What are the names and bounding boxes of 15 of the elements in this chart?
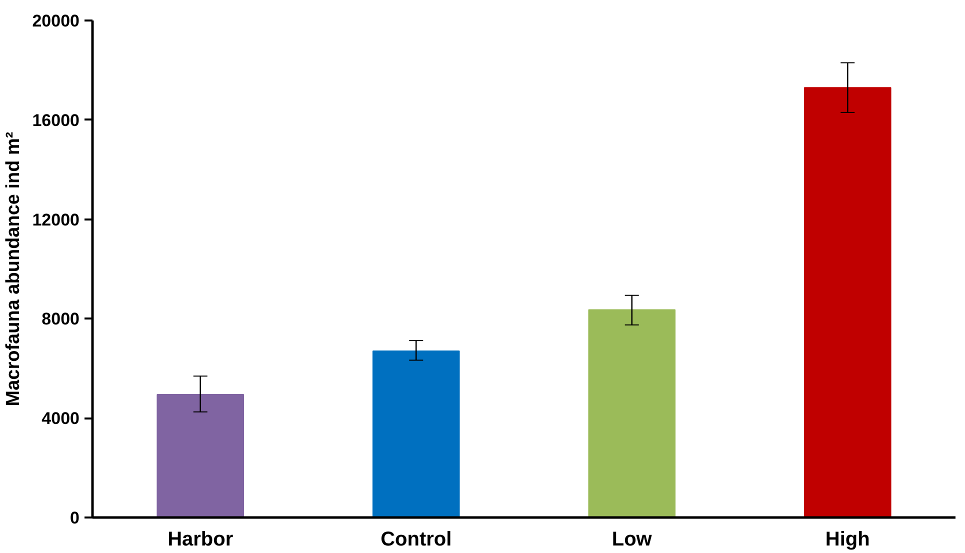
x-tick-label: High [825, 528, 870, 550]
y-tick-label: 4000 [42, 409, 80, 428]
y-tick-label: 20000 [32, 12, 80, 30]
bar [372, 350, 460, 518]
x-tick-label: Harbor [168, 528, 234, 550]
x-tick-label: Low [612, 528, 652, 550]
bar [804, 87, 892, 518]
y-tick-label: 16000 [32, 110, 80, 130]
bar [588, 309, 676, 518]
y-tick-label: 8000 [42, 310, 80, 329]
y-axis-title: Macrofauna abundance ind m² [3, 132, 24, 406]
bar [156, 394, 244, 518]
y-tick-label: 0 [70, 508, 80, 528]
y-tick-label: 12000 [32, 210, 80, 230]
x-tick-label: Control [380, 528, 452, 550]
